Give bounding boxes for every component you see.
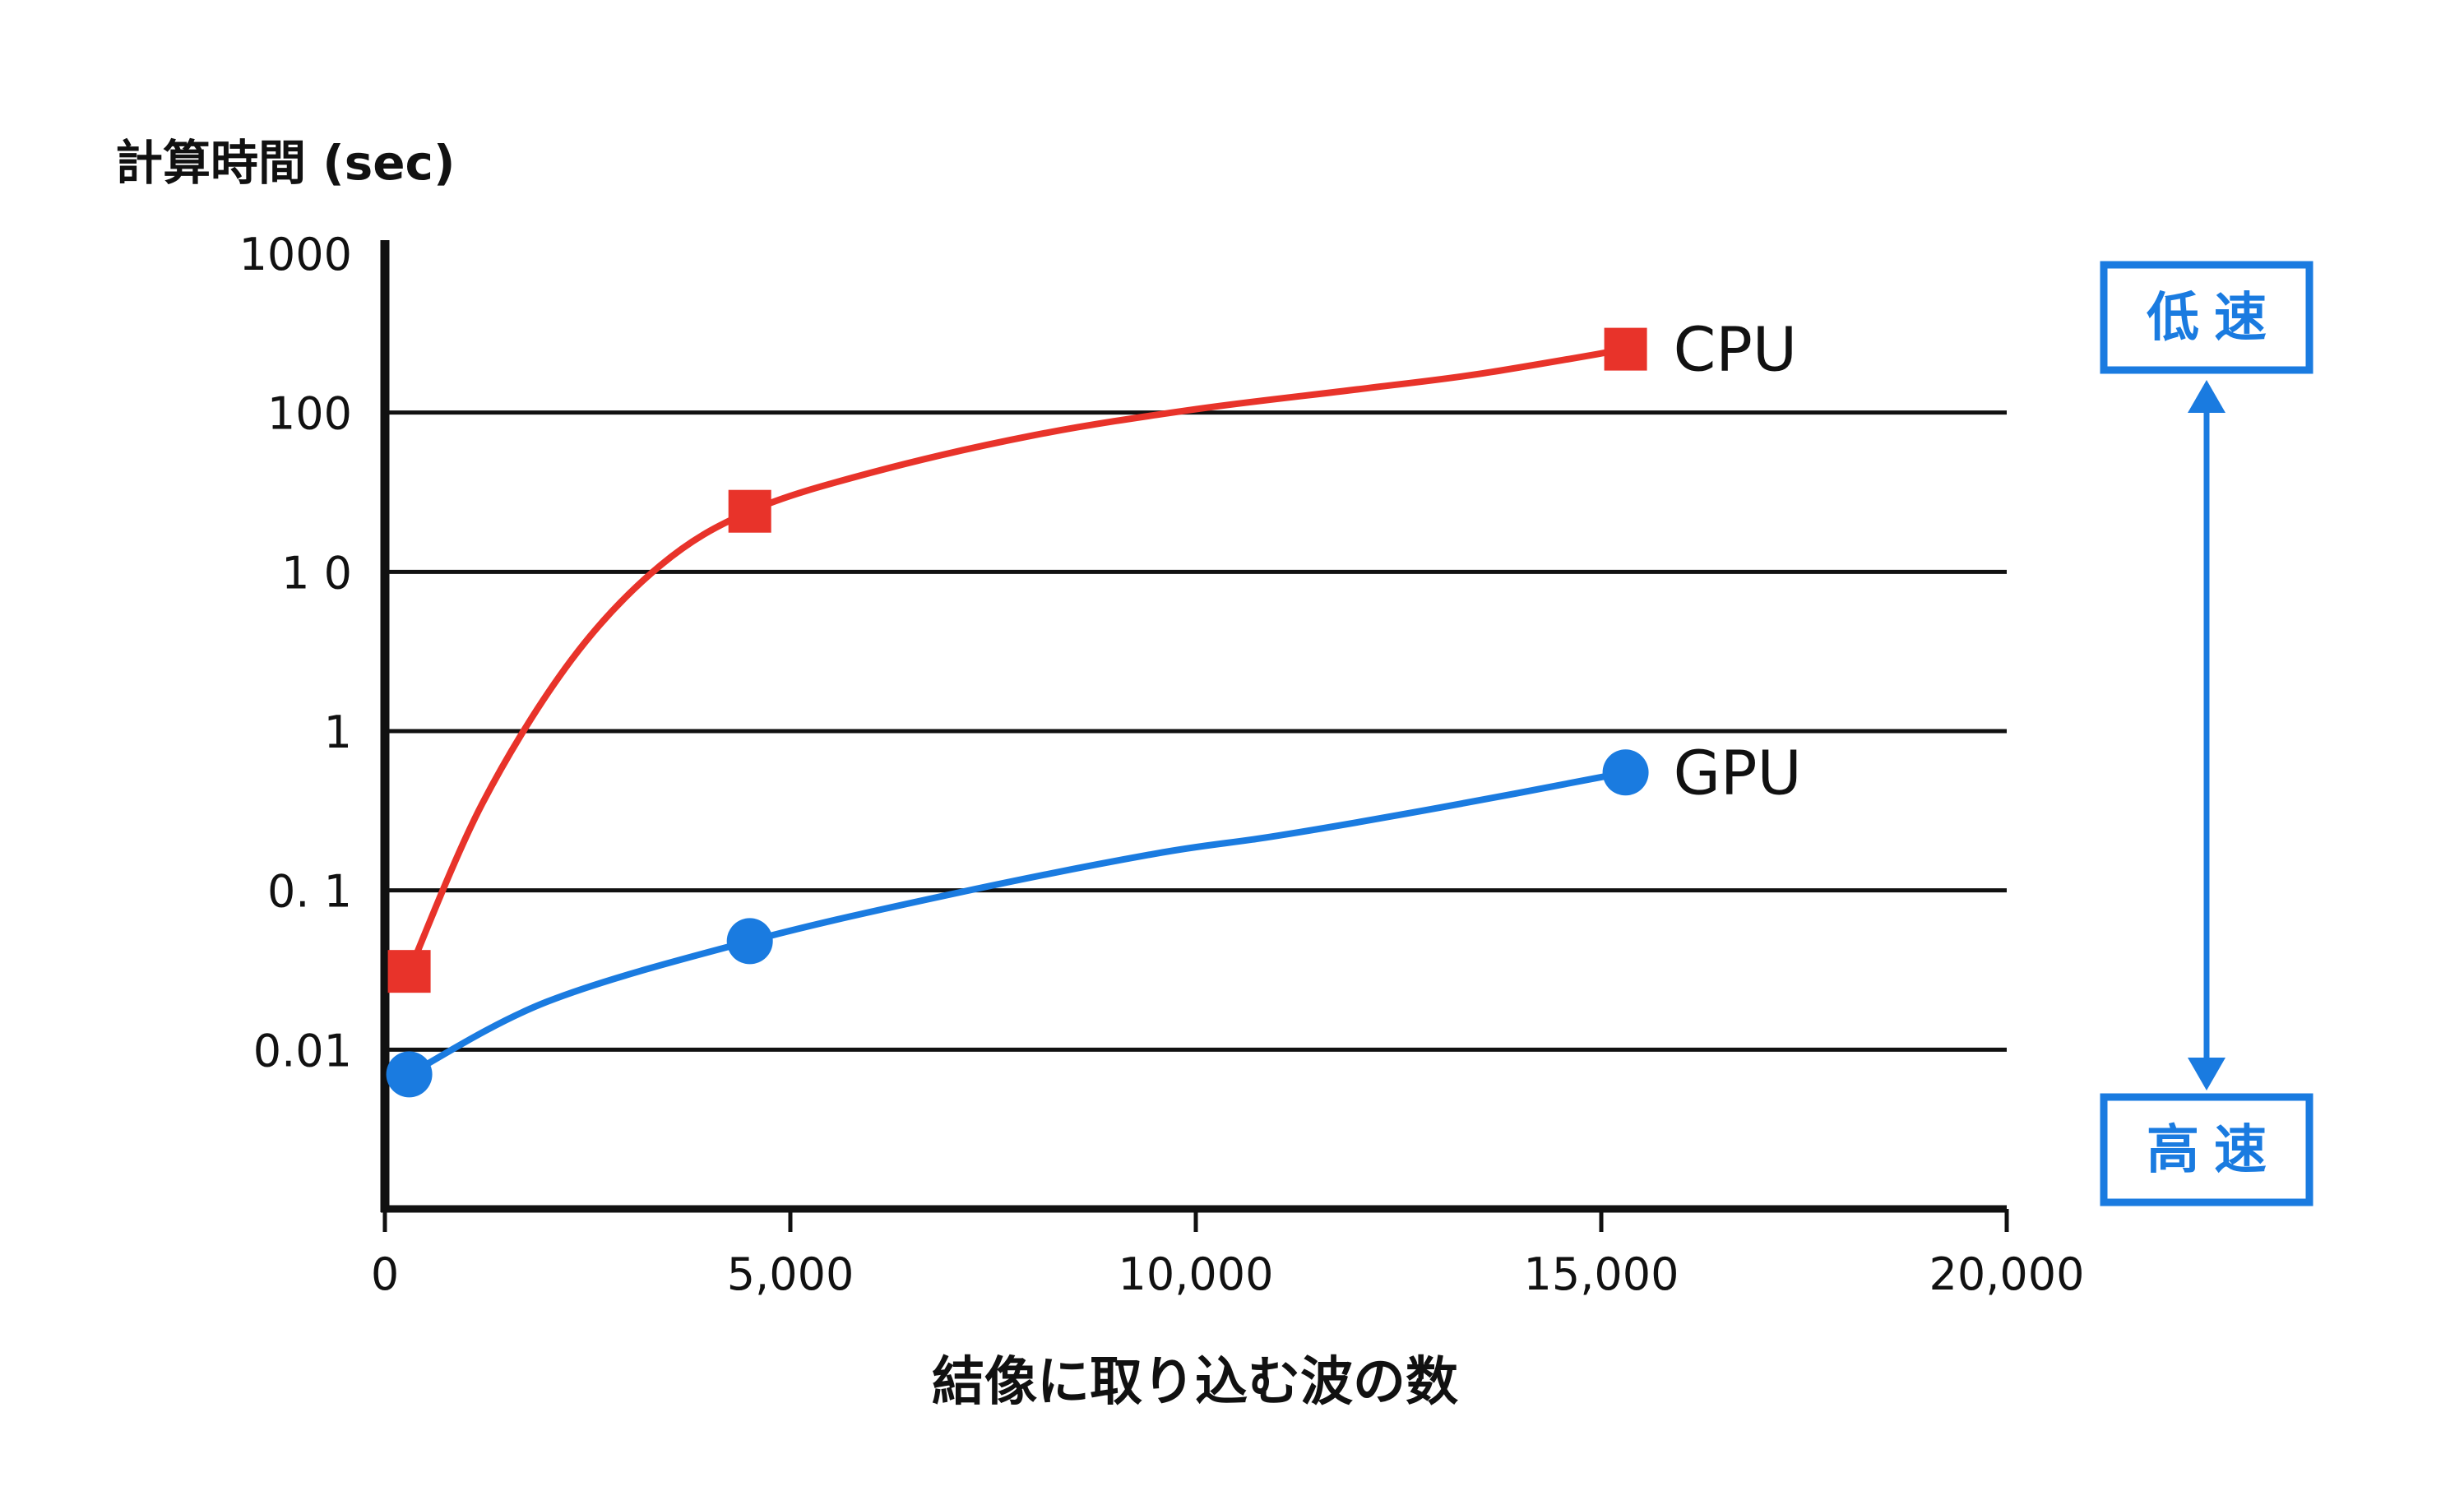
cpu-marker-0 [387,950,431,993]
slow-label: 低速 [2147,288,2281,349]
gridlines [385,410,2007,1052]
y-tick-label-4: 0. 1 [267,866,352,918]
cpu-marker-2 [1604,327,1647,371]
gpu-marker-1 [726,918,773,965]
y-axis-title: 計算時間 (sec) [115,135,455,191]
y-tick-labels: 1000 100 1 0 1 0. 1 0.01 [239,229,352,1077]
x-axis-title: 結像に取り込む波の数 [932,1352,1458,1413]
y-tick-label-3: 1 [324,706,352,758]
gpu-marker-2 [1602,749,1649,796]
cpu-marker-1 [728,489,771,533]
speed-annotation: 低速 高速 [2100,261,2313,1206]
gpu-series-label: GPU [1674,738,1802,808]
slow-box [2100,261,2313,374]
x-tick-label-2: 10,000 [1119,1248,1274,1300]
x-tick-label-1: 5,000 [727,1248,855,1300]
speed-arrow-up-head [2188,380,2225,413]
y-tick-label-5: 0.01 [253,1025,352,1077]
cpu-line [405,345,1629,975]
x-tick-labels: 0 5,000 10,000 15,000 20,000 [371,1248,2085,1300]
y-tick-label-1: 100 [267,388,352,440]
speed-arrow-down-head [2188,1058,2225,1090]
fast-label: 高速 [2147,1120,2281,1181]
x-tick-label-4: 20,000 [1929,1248,2085,1300]
gpu-marker-0 [386,1051,433,1098]
x-tick-label-3: 15,000 [1524,1248,1679,1300]
y-tick-label-0: 1000 [239,229,352,280]
gpu-line [405,769,1629,1078]
y-tick-label-2: 1 0 [281,547,352,599]
series-group: CPU GPU [386,315,1802,1098]
cpu-series-label: CPU [1674,315,1797,386]
axes [380,240,2009,1232]
x-tick-label-0: 0 [371,1248,399,1300]
fast-box [2100,1093,2313,1206]
